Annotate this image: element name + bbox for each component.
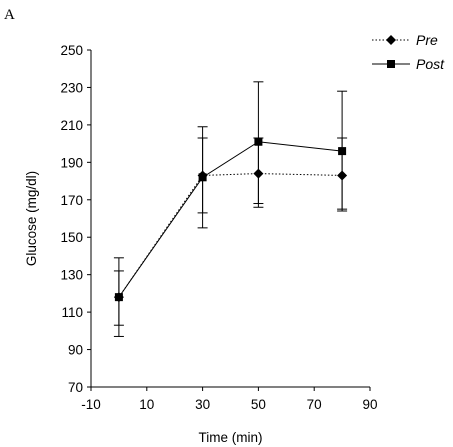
data-point — [198, 173, 207, 182]
data-point — [114, 293, 123, 302]
panel-label: A — [4, 7, 15, 23]
x-tick-label: 50 — [251, 397, 266, 412]
axes: 70 90 110 130 150 170 190 210 230 250 -10 10 30 50 70 9… — [24, 43, 378, 445]
legend-label: Post — [416, 56, 445, 72]
y-tick-label: 90 — [68, 343, 83, 358]
legend-item-post: Post — [372, 56, 445, 72]
legend-marker — [387, 60, 395, 68]
legend-marker — [386, 35, 396, 45]
series-line — [118, 141, 343, 298]
y-tick-label: 190 — [60, 155, 83, 170]
legend-label: Pre — [416, 32, 438, 48]
y-tick-label: 250 — [60, 43, 83, 58]
y-axis-title: Glucose (mg/dl) — [24, 171, 39, 266]
x-tick-label: 30 — [195, 397, 210, 412]
series-line — [118, 173, 343, 298]
data-point — [338, 147, 347, 156]
x-tick-label: 90 — [362, 397, 377, 412]
x-axis-title: Time (min) — [199, 430, 263, 445]
x-tick-label: 70 — [307, 397, 322, 412]
y-tick-label: 170 — [60, 193, 83, 208]
x-tick-label: 10 — [139, 397, 154, 412]
y-tick-label: 70 — [68, 380, 83, 395]
y-tick-label: 210 — [60, 118, 83, 133]
y-tick-label: 110 — [61, 305, 83, 320]
x-tick-label: -10 — [81, 397, 101, 412]
series-post — [113, 81, 348, 326]
y-tick-label: 130 — [60, 268, 83, 283]
data-point — [254, 137, 263, 146]
legend: Pre Post — [372, 32, 445, 72]
series-pre — [113, 137, 348, 337]
y-tick-label: 230 — [60, 80, 83, 95]
series-layer — [113, 81, 348, 337]
y-tick-label: 150 — [60, 230, 83, 245]
legend-item-pre: Pre — [372, 32, 438, 48]
